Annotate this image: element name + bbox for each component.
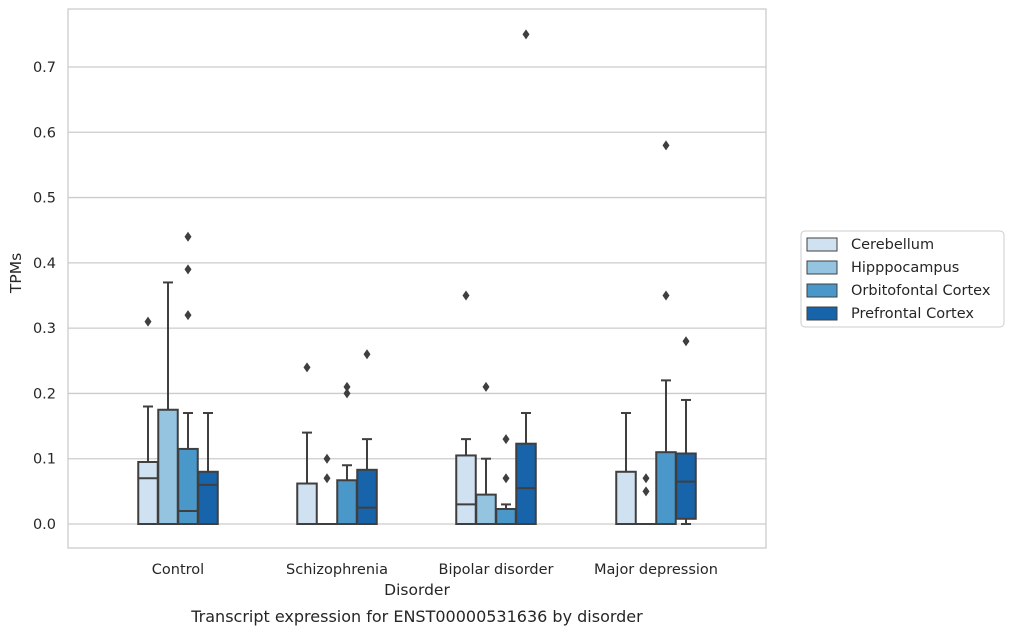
y-axis-title: TPMs xyxy=(7,253,25,294)
x-tick-label: Bipolar disorder xyxy=(439,562,554,578)
outlier-point xyxy=(323,453,331,464)
box-iqr xyxy=(197,470,219,525)
y-tick-label: 0.0 xyxy=(33,517,56,533)
legend-swatch xyxy=(806,283,838,298)
box-3-1 xyxy=(356,349,378,526)
legend: Cerebellum Hipppocampus Orbitofontal Corte… xyxy=(800,230,1005,328)
box-1-1 xyxy=(317,453,337,525)
x-tick-label: Control xyxy=(152,562,204,578)
outlier-point xyxy=(642,473,650,484)
outlier-point xyxy=(502,473,510,484)
y-tick-label: 0.2 xyxy=(33,386,56,402)
outlier-point xyxy=(502,434,510,445)
box-3-0 xyxy=(197,412,219,525)
box-0-2 xyxy=(455,290,477,526)
y-tick-label: 0.3 xyxy=(33,321,56,337)
legend-swatch xyxy=(806,260,838,275)
y-tick-label: 0.6 xyxy=(33,125,56,141)
box-iqr xyxy=(296,482,318,525)
box-iqr xyxy=(495,507,517,525)
outlier-point xyxy=(642,486,650,497)
legend-swatch xyxy=(806,306,838,321)
x-tick-label: Major depression xyxy=(594,562,718,578)
box-iqr xyxy=(157,408,179,525)
x-axis-ticks: Control Schizophrenia Bipolar disorder Majo… xyxy=(152,562,718,578)
outlier-point xyxy=(482,381,490,392)
outlier-point xyxy=(662,140,670,151)
outlier-point xyxy=(184,231,192,242)
outlier-point xyxy=(343,381,351,392)
outlier-point xyxy=(144,316,152,327)
plot-area-frame xyxy=(67,8,767,549)
box-iqr xyxy=(615,470,637,525)
box-3-2 xyxy=(515,29,537,526)
box-2-3 xyxy=(655,140,677,525)
box-iqr xyxy=(675,452,697,520)
legend-swatch xyxy=(806,237,838,252)
chart-caption: Transcript expression for ENST0000053163… xyxy=(190,607,643,626)
x-axis-title: Disorder xyxy=(384,581,450,599)
legend-label: Prefrontal Cortex xyxy=(851,306,974,322)
legend-label: Orbitofontal Cortex xyxy=(851,283,991,299)
box-iqr xyxy=(177,447,199,525)
outlier-point xyxy=(522,29,530,40)
outlier-point xyxy=(184,310,192,321)
box-iqr xyxy=(475,493,497,525)
outlier-point xyxy=(303,362,311,373)
x-tick-label: Schizophrenia xyxy=(286,562,388,578)
box-3-3 xyxy=(675,336,697,525)
outlier-point xyxy=(343,388,351,399)
outlier-point xyxy=(184,264,192,275)
legend-label: Hipppocampus xyxy=(851,260,959,276)
box-1-0 xyxy=(157,281,179,525)
box-iqr xyxy=(455,454,477,526)
outlier-point xyxy=(363,349,371,360)
y-tick-label: 0.5 xyxy=(33,191,56,207)
box-2-1 xyxy=(336,381,358,526)
box-0-1 xyxy=(296,362,318,525)
outlier-point xyxy=(323,473,331,484)
box-2-2 xyxy=(495,434,517,525)
box-1-3 xyxy=(636,473,656,525)
legend-frame xyxy=(800,230,1005,328)
box-iqr xyxy=(515,442,537,526)
legend-label: Cerebellum xyxy=(851,237,934,253)
box-1-2 xyxy=(475,381,497,525)
box-iqr xyxy=(655,451,677,525)
box-0-0 xyxy=(137,316,159,526)
outlier-point xyxy=(462,290,470,301)
y-tick-label: 0.4 xyxy=(33,256,56,272)
box-0-3 xyxy=(615,412,637,525)
box-iqr xyxy=(336,479,358,526)
outlier-point xyxy=(682,336,690,347)
y-tick-label: 0.7 xyxy=(33,60,56,76)
box-iqr xyxy=(356,468,378,526)
box-layer xyxy=(137,29,697,526)
box-2-0 xyxy=(177,231,199,525)
y-axis-ticks: 0.0 0.1 0.2 0.3 0.4 0.5 0.6 0.7 xyxy=(33,60,56,533)
outlier-point xyxy=(662,290,670,301)
box-iqr xyxy=(137,460,159,526)
y-tick-label: 0.1 xyxy=(33,452,56,468)
